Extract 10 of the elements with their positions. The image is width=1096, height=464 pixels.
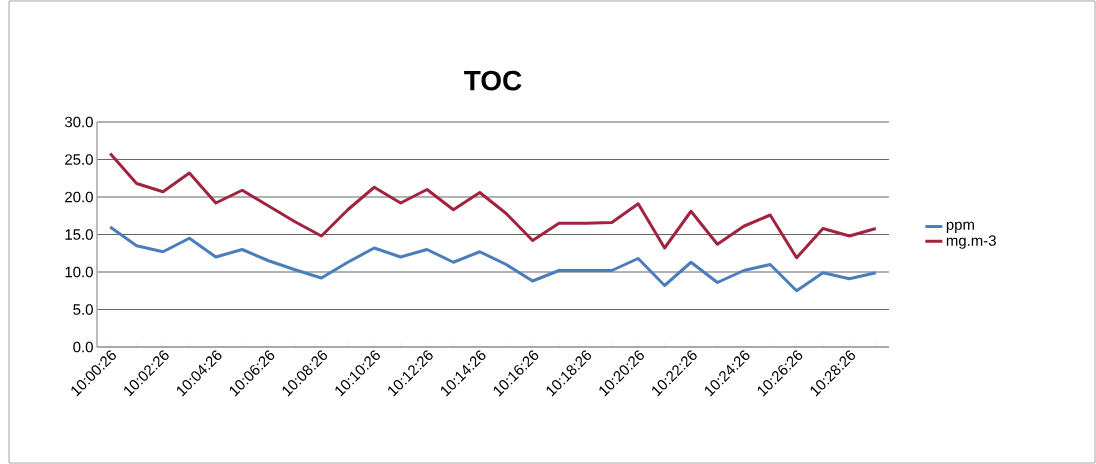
y-tick-label: 5.0: [73, 304, 93, 315]
y-tick-label: 20.0: [65, 191, 93, 203]
line-series: [108, 152, 878, 260]
y-tick-label: 25.0: [65, 154, 93, 165]
y-tick-label: 15.0: [65, 229, 93, 240]
y-tick-label: 30.0: [64, 116, 93, 128]
legend-label: ppm: [946, 221, 974, 233]
chart-title: TOC: [464, 70, 522, 91]
legend-label: mg.m-3: [946, 235, 996, 249]
y-tick-label: 10.0: [65, 266, 93, 278]
